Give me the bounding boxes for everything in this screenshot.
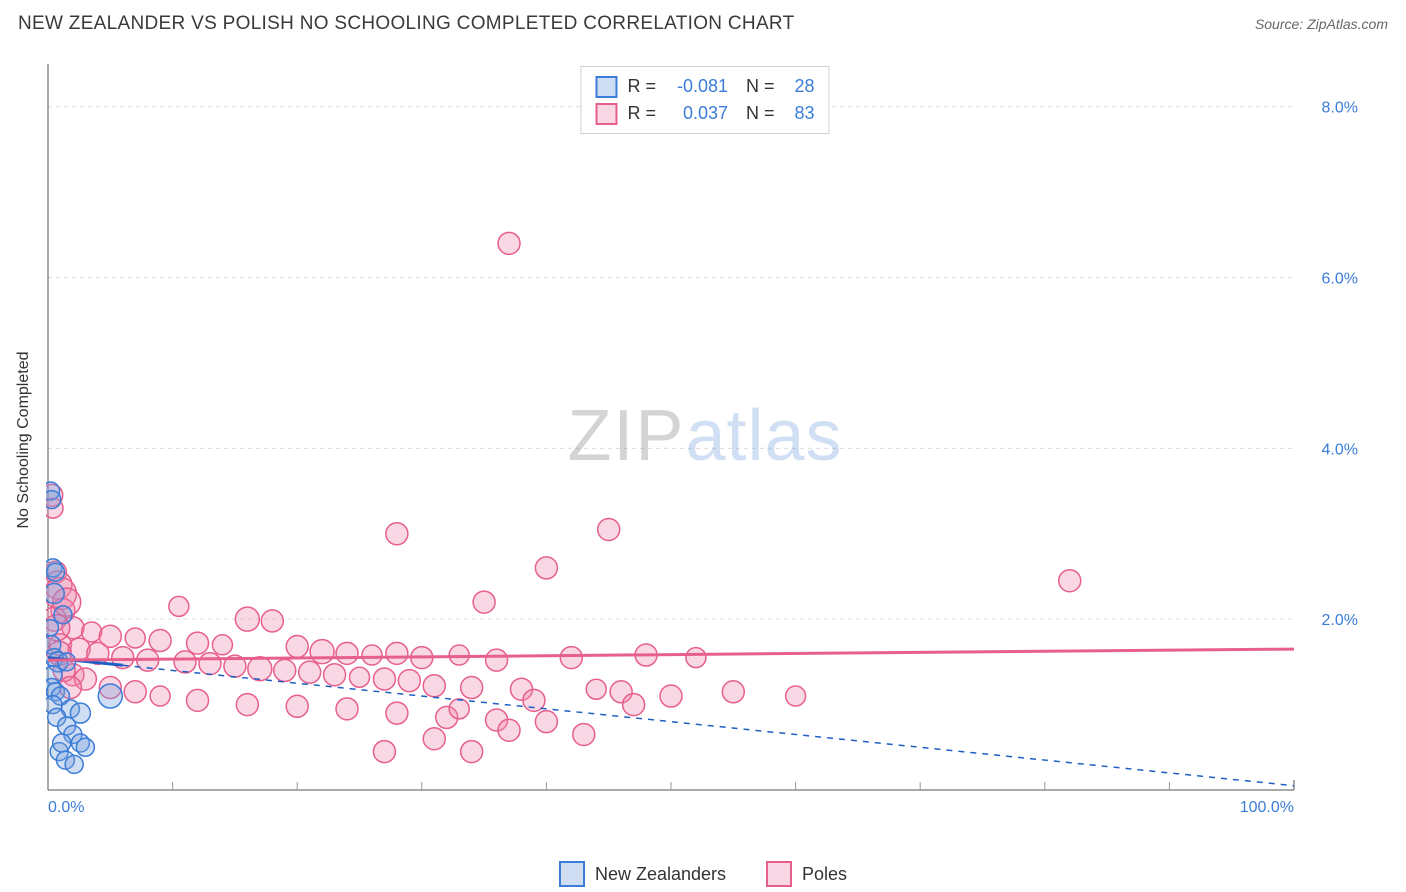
r-value-pl: 0.037 — [666, 100, 728, 127]
swatch-pl — [595, 103, 617, 125]
legend-swatch-pl — [766, 861, 792, 887]
legend-item-nz: New Zealanders — [559, 861, 726, 887]
svg-text:6.0%: 6.0% — [1322, 271, 1358, 288]
source-label: Source: ZipAtlas.com — [1255, 16, 1388, 32]
r-value-nz: -0.081 — [666, 73, 728, 100]
stat-row-nz: R = -0.081 N = 28 — [595, 73, 814, 100]
n-value-nz: 28 — [785, 73, 815, 100]
svg-text:100.0%: 100.0% — [1240, 799, 1294, 816]
legend-swatch-nz — [559, 861, 585, 887]
chart-title: NEW ZEALANDER VS POLISH NO SCHOOLING COM… — [18, 13, 795, 35]
bottom-legend: New Zealanders Poles — [0, 856, 1406, 892]
correlation-stats-box: R = -0.081 N = 28 R = 0.037 N = 83 — [580, 66, 829, 134]
svg-text:2.0%: 2.0% — [1322, 612, 1358, 629]
scatter-chart: 2.0% 4.0% 6.0% 8.0% 0.0% 100.0% — [46, 62, 1364, 826]
legend-item-pl: Poles — [766, 861, 847, 887]
r-label: R = — [627, 73, 656, 100]
legend-label-pl: Poles — [802, 864, 847, 885]
svg-text:8.0%: 8.0% — [1322, 100, 1358, 117]
n-label: N = — [746, 73, 775, 100]
svg-text:0.0%: 0.0% — [48, 799, 84, 816]
swatch-nz — [595, 76, 617, 98]
y-axis-label: No Schooling Completed — [15, 352, 33, 529]
chart-header: NEW ZEALANDER VS POLISH NO SCHOOLING COM… — [0, 0, 1406, 48]
n-label: N = — [746, 100, 775, 127]
n-value-pl: 83 — [785, 100, 815, 127]
stat-row-pl: R = 0.037 N = 83 — [595, 100, 814, 127]
svg-text:4.0%: 4.0% — [1322, 441, 1358, 458]
plot-area: 2.0%4.0%6.0%8.0%0.0%100.0% ZIPatlas R = … — [46, 62, 1364, 826]
legend-label-nz: New Zealanders — [595, 864, 726, 885]
r-label: R = — [627, 100, 656, 127]
